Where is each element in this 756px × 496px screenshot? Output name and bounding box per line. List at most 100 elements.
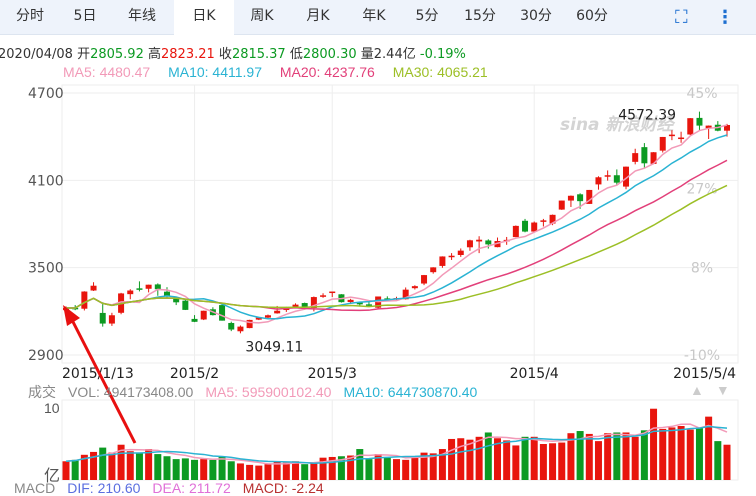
candle-body: [200, 310, 207, 320]
candle-body: [659, 136, 666, 151]
x-tick-label: 2015/2: [170, 366, 219, 382]
tab-3[interactable]: 日K: [174, 0, 234, 35]
sina-watermark: sina 新浪财经: [560, 115, 675, 135]
volume-bar: [539, 444, 547, 480]
candle-body: [668, 134, 675, 137]
low-label: 低: [289, 47, 303, 62]
volume-bar: [723, 444, 731, 480]
volume-bar: [484, 432, 492, 480]
low-value: 2800.30: [302, 47, 357, 62]
price-frame: [61, 84, 739, 364]
close-label: 收: [218, 47, 232, 62]
x-tick-label: 2015/3: [308, 366, 357, 382]
tab-8[interactable]: 15分: [464, 8, 496, 24]
volume-bar: [640, 430, 648, 480]
candle-body: [705, 125, 712, 129]
volume-bar: [622, 432, 630, 480]
ma30-legend: MA30: 4065.21: [392, 64, 488, 80]
volume-bar: [236, 463, 244, 480]
x-tick-label: 2015/1/13: [62, 366, 134, 382]
up-arrow-icon[interactable]: ▲: [690, 382, 704, 398]
open-label: 开: [77, 47, 91, 62]
close-value: 2815.37: [231, 47, 286, 62]
volume-toggle[interactable]: ▲ ▼: [690, 382, 742, 398]
candle-body: [246, 319, 253, 329]
candle-body: [182, 300, 189, 310]
volume-bar: [594, 441, 602, 480]
fullscreen-icon[interactable]: ⛶: [675, 7, 688, 28]
vol-value: 2.44亿: [373, 47, 416, 62]
candle-body: [724, 125, 730, 131]
tab-6[interactable]: 年K: [362, 8, 386, 24]
volume-bar: [163, 456, 171, 480]
candle-body: [623, 166, 630, 187]
candle-body: [402, 289, 409, 300]
macd-legend: MACD DIF: 210.60 DEA: 211.72 MACD: -2.24: [14, 480, 336, 496]
y-tick-label: 2900: [28, 348, 64, 364]
high-annotation: 4572.39: [618, 108, 676, 124]
volume-bar: [356, 449, 364, 480]
candle-body: [613, 175, 620, 183]
volume-bar: [99, 447, 107, 480]
candle-body: [108, 315, 115, 324]
ma10-line: [65, 134, 728, 320]
volume-bar: [604, 433, 612, 480]
volume-bar: [631, 436, 639, 480]
x-tick-label: 2015/5/4: [673, 366, 736, 382]
candle-body: [540, 220, 547, 222]
volume-bar: [521, 436, 529, 480]
ma20-legend: MA20: 4237.76: [279, 64, 375, 80]
candle-body: [421, 275, 428, 284]
volume-bar: [301, 464, 309, 480]
candle-body: [531, 222, 538, 232]
volume-bar: [668, 427, 676, 480]
volume-bar: [172, 459, 180, 480]
candle-body: [301, 303, 308, 308]
volume-bar: [613, 432, 621, 480]
tab-0[interactable]: 分时: [16, 8, 44, 24]
volume-bar: [62, 461, 70, 480]
volume-bar: [145, 449, 153, 480]
candle-body: [99, 312, 106, 324]
tab-4[interactable]: 周K: [250, 8, 274, 24]
volume-bar: [347, 455, 355, 480]
candle-body: [549, 214, 556, 224]
volume-bar: [448, 438, 456, 480]
volume-bar: [374, 454, 382, 480]
tab-1[interactable]: 5日: [73, 8, 97, 24]
candle-body: [567, 195, 574, 201]
tab-10[interactable]: 60分: [576, 8, 608, 24]
volume-bar: [319, 457, 327, 480]
tab-5[interactable]: 月K: [306, 8, 330, 24]
tab-2[interactable]: 年线: [128, 8, 156, 24]
volume-bar: [705, 416, 713, 480]
candle-body: [191, 318, 198, 322]
volume-bar: [328, 456, 336, 480]
volume-bar: [80, 454, 88, 480]
more-vertical-icon[interactable]: ⋮: [716, 7, 734, 28]
candle-body: [586, 189, 593, 204]
volume-bar: [411, 456, 419, 480]
tab-7[interactable]: 5分: [415, 8, 439, 24]
annotation-arrow: [68, 315, 137, 444]
candle-body: [310, 297, 317, 308]
volume-bar: [567, 433, 575, 480]
volume-bar: [438, 449, 446, 480]
annotation-arrowhead: [63, 305, 80, 326]
candle-body: [632, 153, 639, 162]
volume-bar: [126, 451, 134, 480]
tab-9[interactable]: 30分: [520, 8, 552, 24]
volume-bar: [90, 451, 98, 480]
ohlc-info: 2020/04/08 开2805.92 高2823.21 收2815.37 低2…: [0, 43, 466, 62]
candle-body: [365, 304, 372, 306]
candle-body: [494, 241, 501, 248]
down-arrow-icon[interactable]: ▼: [715, 382, 730, 398]
candle-body: [329, 291, 336, 294]
ma5-line: [65, 124, 728, 324]
candle-body: [485, 240, 492, 245]
candle-body: [476, 239, 483, 242]
pct-tick-label: -10%: [684, 348, 720, 364]
volume-bar: [71, 459, 79, 480]
candle-body: [595, 177, 602, 185]
